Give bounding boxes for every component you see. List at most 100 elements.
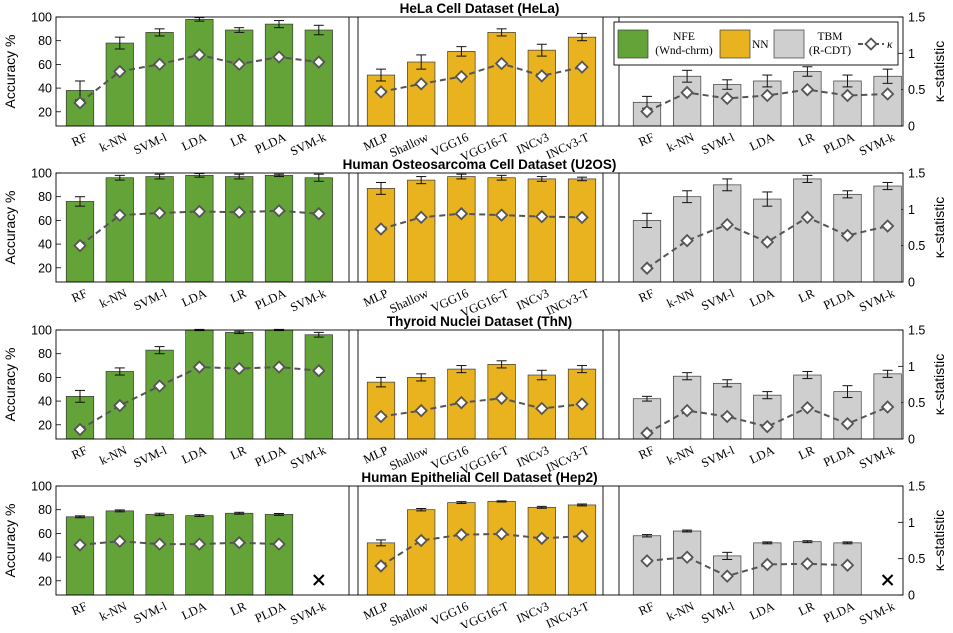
legend-swatch-nfe [617, 29, 649, 59]
kappa-point-NFE-RF [73, 238, 87, 253]
kappa-point-NFE-PLDA [272, 537, 286, 551]
bar-NFE-LDA [185, 329, 214, 440]
category-label: LR [228, 599, 249, 619]
kappa-point-NFE-LDA [192, 537, 207, 551]
bar-NFE-SVM-l [145, 176, 174, 283]
bar-TBM-SVM-l [713, 84, 742, 127]
right-tick-label: 1.5 [908, 167, 925, 181]
kappa-line-NN [380, 397, 583, 418]
kappa-point-NFE-SVM-k [312, 55, 326, 69]
bar-TBM-SVM-l [713, 184, 742, 283]
bar-NN-Shallow [407, 509, 436, 596]
category-label: SVM-k [857, 130, 898, 159]
bar-NFE-LR [225, 332, 254, 440]
kappa-point-TBM-PLDA [840, 416, 855, 431]
kappa-point-NFE-SVM-l [152, 57, 167, 72]
bar-NN-INCv3-T [567, 504, 597, 596]
bar-NFE-SVM-l [145, 514, 174, 596]
category-label: k-NN [665, 599, 697, 624]
legend-swatch-nn [719, 29, 751, 59]
y-axis-label: Accuracy % [2, 504, 18, 578]
axes-frame [55, 329, 904, 440]
y-tick-label: 20 [38, 105, 52, 119]
kappa-point-TBM-SVM-k [880, 87, 895, 101]
kappa-point-NN-MLP [374, 222, 388, 236]
bar-TBM-RF [632, 398, 662, 440]
kappa-point-NN-MLP [374, 409, 388, 424]
bar-NN-MLP [366, 74, 396, 127]
kappa-point-NN-VGG16-T [494, 527, 509, 541]
y-tick-label: 80 [38, 190, 52, 204]
y-axis-label: Accuracy % [2, 35, 18, 109]
y-tick-label: 80 [38, 347, 52, 361]
category-label: k-NN [97, 130, 129, 155]
category-label: SVM-l [131, 443, 169, 471]
kappa-point-TBM-k-NN [680, 550, 694, 564]
category-label: MLP [361, 130, 390, 154]
kappa-point-NFE-SVM-k [312, 363, 326, 378]
kappa-line-NN [380, 212, 583, 230]
category-label: INCv3-T [544, 599, 592, 628]
bar-NFE-PLDA [264, 514, 294, 596]
right-tick-label: 1.5 [908, 324, 925, 338]
category-label: k-NN [97, 286, 129, 311]
kappa-point-NN-Shallow [414, 210, 428, 225]
y-axis-label: Accuracy % [2, 348, 18, 422]
bar-NN-VGG16-T [487, 177, 516, 283]
kappa-point-NN-INCv3 [535, 209, 549, 224]
kappa-point-NN-INCv3-T [575, 529, 589, 543]
category-label: LR [228, 130, 249, 150]
category-label: LR [796, 599, 817, 619]
kappa-point-NFE-LR [232, 205, 246, 220]
right-axis-label: κ–statistic [931, 354, 947, 415]
category-label: SVM-l [131, 599, 169, 627]
kappa-point-NN-INCv3-T [575, 210, 589, 225]
category-label: SVM-l [699, 130, 737, 158]
category-label: RF [69, 599, 89, 618]
bar-NFE-PLDA [264, 23, 294, 127]
category-label: Shallow [387, 599, 430, 628]
category-label: SVM-k [288, 130, 329, 159]
kappa-point-NFE-LDA [192, 48, 207, 62]
kappa-point-NN-VGG16-T [494, 208, 509, 222]
right-tick-label: 0 [908, 120, 915, 134]
bar-NN-VGG16 [447, 176, 476, 283]
bar-TBM-k-NN [672, 75, 702, 127]
kappa-point-TBM-PLDA [840, 558, 855, 572]
right-tick-label: 1.5 [908, 11, 925, 25]
kappa-point-NFE-SVM-l [152, 206, 167, 220]
y-tick-label: 60 [38, 527, 52, 541]
bar-NFE-k-NN [105, 510, 134, 596]
bar-NFE-SVM-k [304, 29, 333, 127]
kappa-point-NN-INCv3-T [575, 60, 589, 74]
y-tick-label: 100 [31, 480, 52, 494]
bar-NFE-LDA [185, 175, 214, 283]
y-tick-label: 40 [38, 551, 52, 565]
category-label: SVM-k [857, 599, 898, 628]
right-tick-label: 1 [908, 516, 915, 530]
bar-NFE-SVM-l [145, 349, 174, 440]
kappa-point-NN-VGG16-T [494, 391, 509, 406]
category-label: Shallow [387, 286, 430, 316]
kappa-point-TBM-SVM-l [720, 91, 734, 106]
right-tick-label: 1 [908, 47, 915, 61]
category-label: LDA [747, 443, 776, 467]
axes-frame [55, 172, 904, 283]
kappa-point-NN-VGG16 [454, 527, 469, 542]
bar-NFE-SVM-k [304, 177, 333, 283]
kappa-point-NFE-LR [232, 57, 246, 72]
category-label: PLDA [821, 443, 857, 469]
right-axis-label: κ–statistic [931, 197, 947, 258]
kappa-point-NFE-RF [73, 422, 87, 437]
category-label: SVM-l [699, 443, 737, 471]
kappa-point-NN-MLP [374, 85, 388, 99]
kappa-point-NFE-RF [73, 95, 87, 110]
y-tick-label: 100 [31, 167, 52, 181]
axes-frame [55, 485, 904, 596]
category-label: MLP [361, 443, 390, 467]
category-label: RF [69, 286, 89, 305]
kappa-point-NN-VGG16-T [494, 56, 509, 71]
bar-NFE-LR [225, 176, 254, 283]
category-label: RF [636, 599, 656, 618]
